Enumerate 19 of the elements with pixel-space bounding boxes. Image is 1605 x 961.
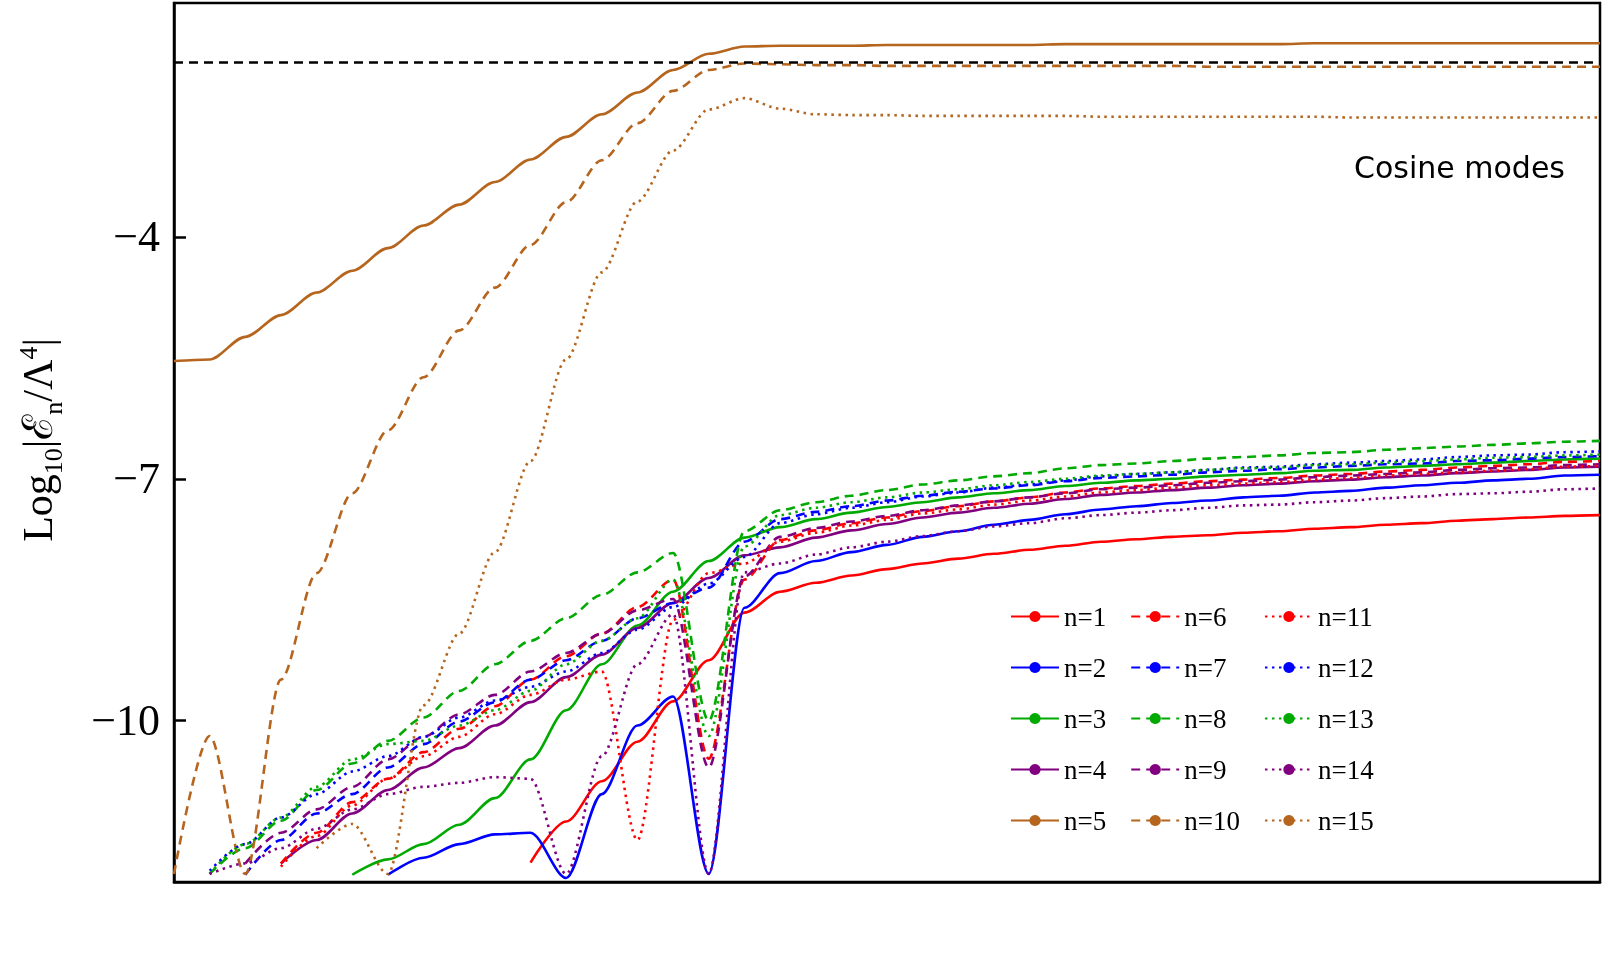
legend-label: n=4 — [1064, 754, 1107, 785]
y-tick-label: −4 — [113, 212, 160, 262]
legend-label: n=5 — [1064, 805, 1107, 836]
legend-label: n=14 — [1317, 754, 1375, 785]
y-tick-label: −10 — [91, 696, 160, 746]
legend-label: n=2 — [1064, 652, 1107, 683]
legend-label: n=7 — [1184, 652, 1227, 683]
legend-label: n=1 — [1064, 601, 1107, 632]
legend-label: n=10 — [1184, 805, 1240, 836]
legend-label: n=15 — [1317, 805, 1374, 836]
legend-label: n=6 — [1184, 601, 1227, 632]
legend-label: n=8 — [1184, 703, 1227, 734]
legend-label: n=3 — [1064, 703, 1107, 734]
annotation: Cosine modes — [1354, 149, 1565, 185]
legend-label: n=12 — [1317, 652, 1374, 683]
legend-label: n=9 — [1184, 754, 1227, 785]
legend-label: n=11 — [1317, 601, 1373, 632]
legend-label: n=13 — [1317, 703, 1374, 734]
y-tick-label: −7 — [113, 454, 160, 504]
